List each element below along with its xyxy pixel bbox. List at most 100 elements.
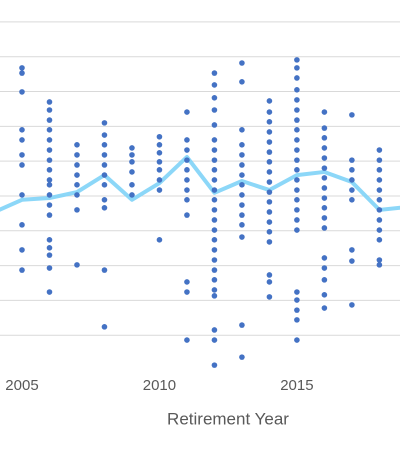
point (184, 109, 190, 115)
point (349, 177, 355, 183)
point (101, 172, 108, 178)
point (239, 182, 245, 188)
grid (0, 21, 400, 336)
point (266, 199, 273, 205)
point (184, 289, 190, 295)
point (46, 127, 53, 133)
point (211, 237, 218, 243)
point (46, 237, 53, 243)
point (349, 112, 355, 118)
point (349, 167, 355, 173)
point (46, 265, 53, 271)
point (266, 229, 273, 235)
x-tick-label: 2015 (280, 377, 313, 394)
point (46, 147, 53, 153)
point (321, 204, 328, 211)
point (211, 82, 218, 88)
point (294, 227, 300, 233)
point (46, 167, 53, 173)
point (19, 127, 25, 133)
point (294, 177, 300, 183)
point (184, 177, 190, 183)
point (239, 192, 245, 198)
point (184, 167, 190, 173)
point (376, 207, 383, 213)
point (46, 107, 53, 113)
point (294, 137, 300, 143)
point (294, 75, 300, 81)
point (321, 185, 328, 191)
point (211, 107, 218, 113)
point (19, 162, 25, 168)
point (376, 177, 383, 183)
point (376, 187, 383, 193)
point (211, 227, 218, 233)
point (211, 95, 218, 101)
point (266, 129, 273, 135)
point (349, 196, 355, 203)
point (321, 255, 328, 261)
point (321, 265, 328, 271)
point (19, 137, 25, 143)
point (211, 196, 218, 203)
point (101, 267, 108, 273)
point (294, 157, 300, 163)
point (376, 257, 383, 263)
point (321, 225, 328, 231)
point (294, 187, 300, 193)
point (239, 78, 245, 85)
point (101, 204, 108, 211)
point (266, 179, 273, 185)
point (211, 167, 218, 173)
point (74, 192, 80, 198)
point (184, 337, 190, 343)
point (239, 212, 245, 218)
point (129, 152, 135, 158)
point (349, 302, 355, 308)
point (74, 262, 80, 268)
point (156, 133, 163, 140)
point (321, 135, 328, 141)
point (101, 141, 108, 148)
point (211, 277, 218, 283)
point (239, 222, 245, 228)
point (266, 279, 273, 285)
point (46, 289, 53, 295)
point (239, 162, 245, 168)
point (211, 207, 218, 213)
point (19, 152, 25, 158)
point (211, 137, 218, 143)
point (376, 167, 383, 173)
point (321, 125, 328, 131)
point (46, 117, 53, 123)
point (46, 99, 53, 105)
point (101, 182, 108, 188)
point (156, 159, 163, 165)
point (239, 354, 245, 360)
point (211, 362, 218, 368)
point (211, 147, 218, 153)
point (101, 324, 108, 330)
point (321, 145, 328, 151)
x-tick-label: 2005 (5, 377, 38, 394)
x-tick-label: 2010 (143, 377, 176, 394)
point (211, 257, 218, 263)
point (129, 145, 135, 151)
point (266, 149, 273, 155)
point (266, 189, 273, 195)
point (211, 187, 218, 193)
point (376, 196, 383, 203)
point (266, 294, 273, 300)
point (74, 172, 80, 178)
point (266, 98, 273, 104)
point (211, 157, 218, 163)
point (239, 322, 245, 328)
point (211, 217, 218, 223)
point (74, 152, 80, 158)
point (19, 89, 25, 95)
point (156, 237, 163, 243)
x-axis-label: Retirement Year (167, 409, 289, 428)
point (156, 150, 163, 156)
point (321, 215, 328, 221)
